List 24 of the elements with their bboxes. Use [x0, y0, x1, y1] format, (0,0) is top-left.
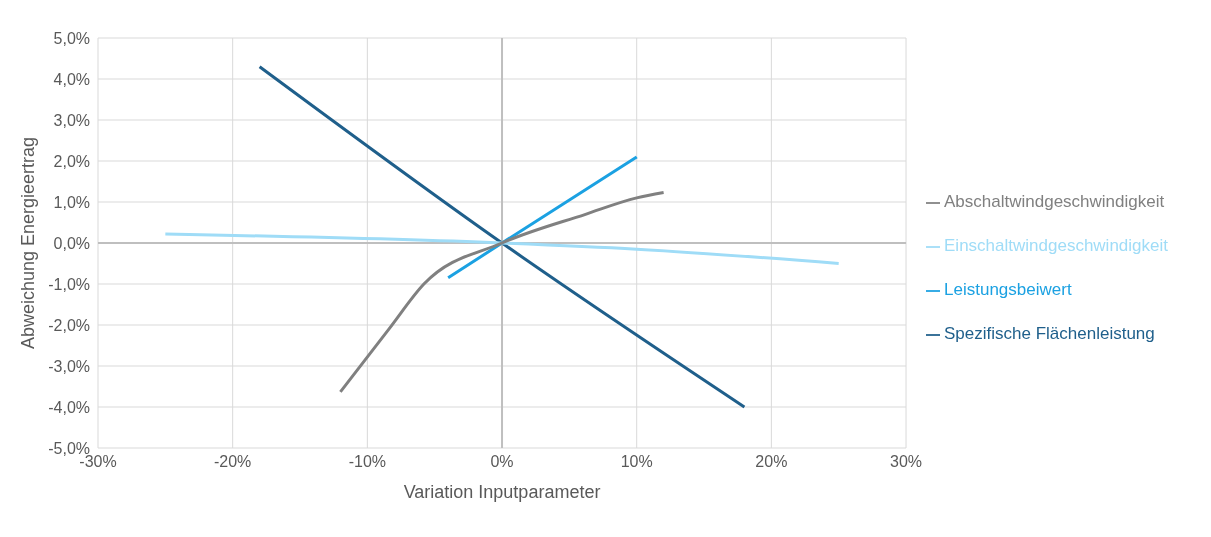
x-axis-title: Variation Inputparameter [403, 482, 601, 502]
y-tick-label: 0,0% [53, 234, 90, 252]
line-series [338, 191, 666, 394]
y-tick-label: 4,0% [53, 70, 90, 88]
y-tick-label: 5,0% [53, 29, 90, 47]
legend-label: Spezifische Flächenleistung [944, 324, 1155, 343]
x-tick-label: 30% [890, 453, 923, 471]
line-series [163, 232, 841, 265]
x-tick-label: 0% [490, 453, 514, 471]
legend-label: Leistungsbeiwert [944, 280, 1072, 299]
y-tick-label: 2,0% [53, 152, 90, 170]
y-tick-label: -3,0% [48, 357, 90, 375]
y-tick-label: 1,0% [53, 193, 90, 211]
y-tick-label: -1,0% [48, 275, 90, 293]
y-tick-label: -4,0% [48, 398, 90, 416]
y-tick-label: 3,0% [53, 111, 90, 129]
legend-label: Einschaltwindgeschwindigkeit [944, 236, 1168, 255]
y-tick-label: -2,0% [48, 316, 90, 334]
legend-label: Abschaltwindgeschwindigkeit [944, 192, 1165, 211]
x-tick-label: -20% [213, 453, 252, 471]
x-tick-label: 20% [755, 453, 788, 471]
x-tick-label: 10% [620, 453, 653, 471]
y-axis-title: Abweichung Energieertrag [18, 136, 39, 350]
x-tick-label: -10% [348, 453, 387, 471]
